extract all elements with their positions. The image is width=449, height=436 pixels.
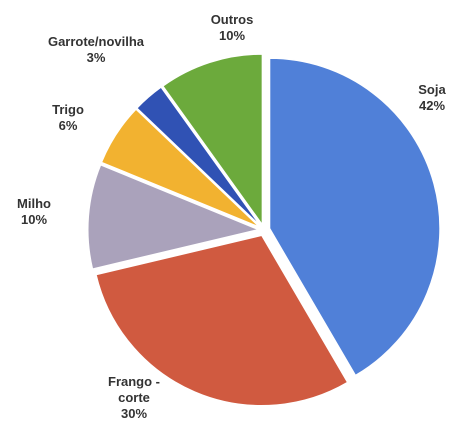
pie-slice	[269, 57, 441, 376]
category-name: Milho	[17, 196, 51, 211]
category-name: Outros	[210, 12, 254, 27]
category-name: Garrote/novilha	[47, 34, 145, 49]
slice-label: Milho 10%	[4, 196, 64, 228]
pie-slice	[136, 86, 261, 226]
value-label: 10%	[218, 28, 246, 43]
pie-slice	[95, 234, 349, 406]
category-name: Frango - corte	[108, 374, 160, 405]
value-label: 6%	[58, 118, 78, 133]
slice-label: Trigo 6%	[38, 102, 98, 134]
value-label: 30%	[120, 406, 148, 421]
slice-label: Frango - corte 30%	[99, 374, 169, 422]
pie-slice	[87, 164, 260, 270]
value-label: 3%	[86, 50, 106, 65]
slice-label: Garrote/novilha 3%	[36, 34, 156, 66]
category-name: Soja	[418, 82, 446, 97]
category-name: Trigo	[52, 102, 84, 117]
pie-slice	[101, 108, 260, 228]
slice-label: Soja 42%	[402, 82, 449, 114]
value-label: 42%	[418, 98, 446, 113]
value-label: 10%	[20, 212, 48, 227]
pie-slice	[162, 53, 263, 226]
slice-label: Outros 10%	[197, 12, 267, 44]
